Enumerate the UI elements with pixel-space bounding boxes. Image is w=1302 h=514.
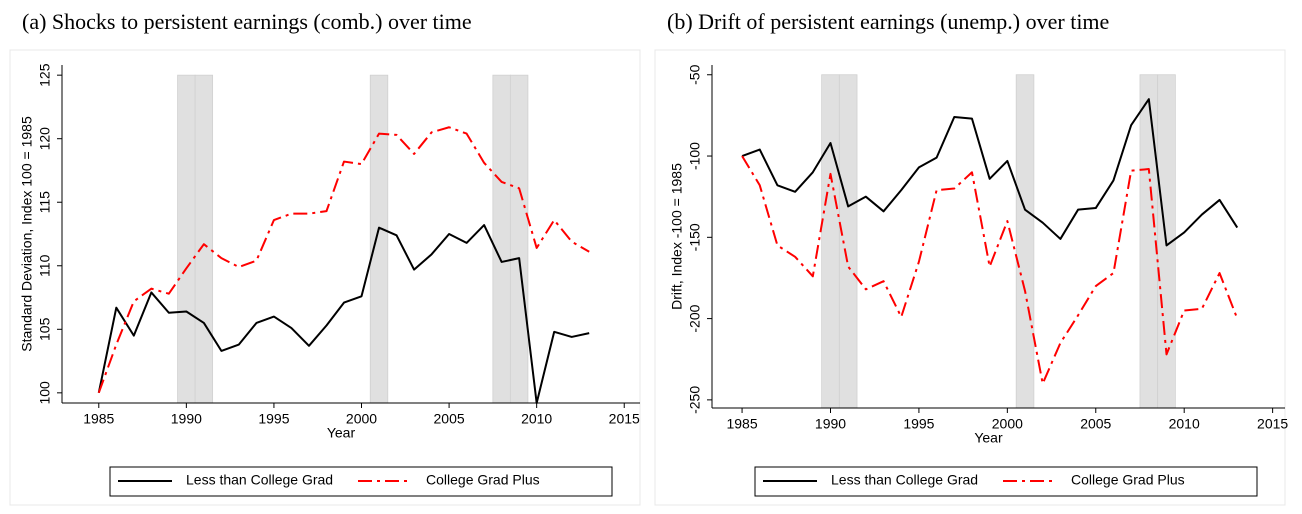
panel-title: (b) Drift of persistent earnings (unemp.…	[667, 9, 1109, 34]
x-tick-label: 2005	[1080, 416, 1111, 432]
x-tick-label: 1985	[83, 411, 114, 427]
panel: (b) Drift of persistent earnings (unemp.…	[654, 9, 1288, 506]
x-tick-label: 2000	[346, 411, 377, 427]
x-tick-label: 2015	[1257, 416, 1288, 432]
recession-shade	[1015, 74, 1035, 409]
x-tick-label: 1985	[726, 416, 757, 432]
y-tick-label: 125	[37, 63, 53, 87]
y-tick-label: -250	[687, 386, 703, 414]
recession-shade	[369, 74, 389, 404]
x-axis-title: Year	[327, 425, 356, 441]
y-tick-label: 100	[37, 381, 53, 405]
x-axis-title: Year	[974, 430, 1003, 446]
x-tick-label: 1995	[258, 411, 289, 427]
legend-label: College Grad Plus	[426, 472, 540, 488]
x-tick-label: 2005	[434, 411, 465, 427]
legend-label: Less than College Grad	[186, 472, 333, 488]
y-tick-label: 105	[37, 317, 53, 341]
x-tick-label: 2015	[609, 411, 640, 427]
legend-label: College Grad Plus	[1071, 472, 1185, 488]
series-line	[741, 98, 1239, 247]
y-tick-label: 120	[37, 127, 53, 151]
y-tick-label: -200	[687, 304, 703, 332]
panel: (a) Shocks to persistent earnings (comb.…	[9, 9, 641, 506]
graph-frame	[9, 49, 641, 506]
recession-shade	[194, 74, 214, 404]
y-tick-label: 110	[37, 254, 53, 277]
recession-shade	[177, 74, 196, 404]
recession-shade	[509, 74, 529, 404]
x-tick-label: 1995	[903, 416, 934, 432]
y-axis-title: Drift, Index -100 = 1985	[669, 163, 685, 310]
recession-shade	[838, 74, 858, 409]
recession-shade	[821, 74, 840, 409]
x-tick-label: 2010	[521, 411, 552, 427]
x-tick-label: 1990	[815, 416, 846, 432]
panel-title: (a) Shocks to persistent earnings (comb.…	[22, 9, 472, 34]
series-line	[97, 224, 590, 404]
y-tick-label: -150	[687, 223, 703, 251]
x-tick-label: 1990	[171, 411, 202, 427]
y-tick-label: 115	[37, 191, 53, 214]
x-tick-label: 2010	[1169, 416, 1200, 432]
y-axis-title: Standard Deviation, Index 100 = 1985	[19, 116, 35, 352]
series-line	[97, 126, 590, 394]
x-tick-label: 2000	[992, 416, 1023, 432]
y-tick-label: -100	[687, 142, 703, 170]
recession-shade	[492, 74, 511, 404]
legend-label: Less than College Grad	[831, 472, 978, 488]
y-tick-label: -50	[687, 64, 703, 84]
graph-frame	[654, 49, 1286, 506]
